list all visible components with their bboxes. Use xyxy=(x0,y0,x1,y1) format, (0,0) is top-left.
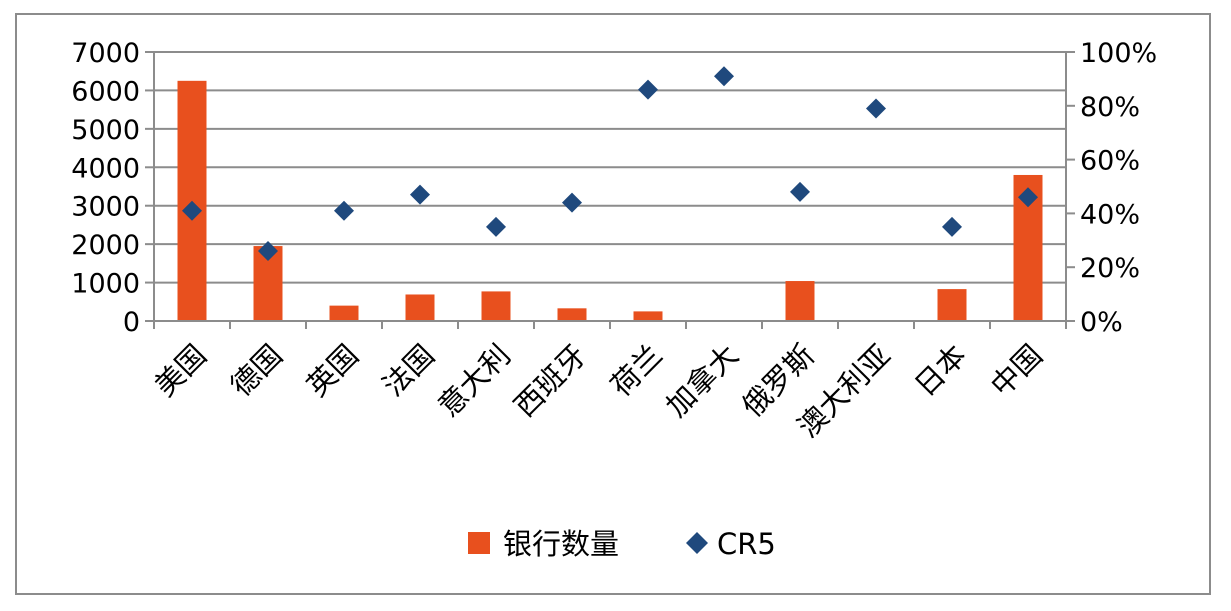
category-label: 西班牙 xyxy=(507,338,593,424)
right-axis-tick-label: 20% xyxy=(1080,253,1140,284)
left-axis-tick-label: 3000 xyxy=(71,192,140,223)
cr5-point-俄罗斯 xyxy=(790,181,810,202)
legend-bar-label: 银行数量 xyxy=(503,527,619,561)
bar-西班牙 xyxy=(557,308,587,321)
left-axis-tick-label: 2000 xyxy=(71,230,140,261)
cr5-series xyxy=(182,66,1038,262)
category-label: 加拿大 xyxy=(659,338,745,424)
bar-意大利 xyxy=(481,291,511,321)
right-axis-tick-label: 60% xyxy=(1080,146,1140,177)
legend: 银行数量 CR5 xyxy=(468,527,776,561)
right-axis-tick-label: 80% xyxy=(1080,92,1140,123)
right-axis-tick-label: 100% xyxy=(1080,38,1157,69)
axes xyxy=(145,51,1075,329)
category-label: 日本 xyxy=(908,338,973,403)
right-axis-tick-label: 0% xyxy=(1080,307,1123,338)
cr5-point-西班牙 xyxy=(562,192,582,213)
category-label: 中国 xyxy=(984,338,1049,403)
left-axis-tick-label: 1000 xyxy=(71,269,140,300)
left-axis-tick-label: 6000 xyxy=(71,76,140,107)
axis-labels: 0 1000 2000 3000 4000 5000 6000 7000 0% 20% 40% 60%… xyxy=(71,38,1157,444)
category-label: 意大利 xyxy=(431,338,517,424)
bar-series xyxy=(177,80,1043,321)
legend-cr5-label: CR5 xyxy=(717,527,776,561)
left-axis-tick-label: 5000 xyxy=(71,115,140,146)
bar-荷兰 xyxy=(633,311,663,321)
category-label: 美国 xyxy=(148,338,213,403)
category-label: 荷兰 xyxy=(604,338,669,403)
left-axis-tick-label: 7000 xyxy=(71,38,140,69)
gridlines xyxy=(154,51,1066,284)
category-label: 德国 xyxy=(224,338,289,403)
cr5-point-英国 xyxy=(334,200,354,221)
left-axis-tick-label: 0 xyxy=(123,307,140,338)
cr5-point-德国 xyxy=(258,241,278,262)
cr5-point-意大利 xyxy=(486,216,506,237)
bar-英国 xyxy=(329,305,359,321)
bar-俄罗斯 xyxy=(785,281,815,321)
cr5-point-法国 xyxy=(410,184,430,205)
category-label: 英国 xyxy=(300,338,365,403)
left-axis-tick-label: 4000 xyxy=(71,153,140,184)
legend-bar-swatch xyxy=(468,532,490,554)
right-axis-tick-label: 40% xyxy=(1080,199,1140,230)
bar-法国 xyxy=(405,294,435,321)
cr5-point-日本 xyxy=(942,216,962,237)
bar-日本 xyxy=(937,289,967,321)
cr5-point-美国 xyxy=(182,200,202,221)
category-label: 法国 xyxy=(376,338,441,403)
cr5-point-加拿大 xyxy=(714,66,734,87)
cr5-point-中国 xyxy=(1018,187,1038,208)
chart-frame xyxy=(15,13,1211,595)
cr5-point-澳大利亚 xyxy=(866,98,886,119)
cr5-point-荷兰 xyxy=(638,79,658,100)
legend-cr5-swatch xyxy=(686,532,708,554)
